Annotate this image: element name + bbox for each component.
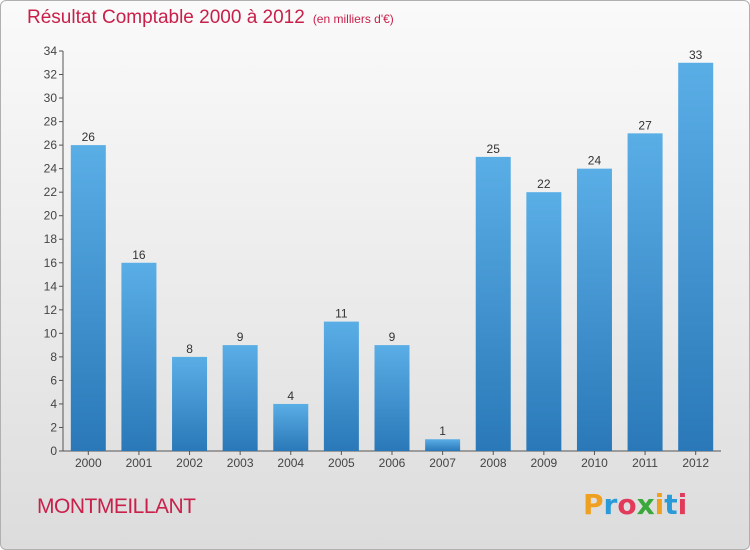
data-label: 11 [335,307,348,321]
y-tick-label: 24 [44,162,58,176]
y-tick-label: 16 [44,256,58,270]
bar [627,133,663,451]
logo-letter: t [664,488,678,521]
bar [576,168,612,451]
x-tick-label: 2005 [328,456,355,470]
bar [678,62,714,451]
data-label: 22 [537,177,551,191]
data-label: 33 [689,48,703,62]
y-tick-label: 26 [44,138,58,152]
x-tick-label: 2003 [227,456,254,470]
y-tick-label: 10 [44,326,58,340]
x-tick-label: 2000 [75,456,102,470]
x-tick-label: 2001 [126,456,153,470]
bar [70,145,106,451]
data-label: 24 [588,154,602,168]
bar [374,345,410,451]
data-label: 26 [82,130,96,144]
x-tick-label: 2012 [682,456,709,470]
x-tick-label: 2004 [277,456,304,470]
bar [222,345,258,451]
y-tick-label: 2 [50,420,57,434]
logo-letter: i [654,488,665,521]
y-tick-label: 34 [44,44,58,58]
bar [475,156,511,451]
chart-title: Résultat Comptable 2000 à 2012 (en millie… [27,7,394,29]
data-label: 9 [237,330,244,344]
y-tick-label: 0 [50,444,57,458]
proxiti-logo: Proxiti [583,488,687,521]
x-tick-label: 2008 [480,456,507,470]
bar [121,262,157,451]
bar [273,403,309,451]
x-tick-label: 2010 [581,456,608,470]
logo-letter: o [617,488,637,521]
y-tick-label: 12 [44,303,58,317]
data-label: 27 [638,118,652,132]
bar [323,321,359,451]
x-tick-label: 2011 [632,456,658,470]
x-tick-label: 2006 [379,456,406,470]
bar [172,356,208,451]
y-tick-label: 30 [44,91,58,105]
bar [425,439,461,451]
y-tick-label: 8 [50,350,57,364]
x-tick-label: 2009 [530,456,557,470]
commune-name: MONTMEILLANT [37,495,196,518]
logo-letter: x [636,488,655,521]
y-tick-label: 20 [44,209,58,223]
data-label: 4 [287,389,294,403]
chart-subtitle: (en milliers d'€) [312,12,394,26]
data-label: 1 [439,424,446,438]
data-label: 9 [389,330,396,344]
data-label: 25 [487,142,501,156]
logo-letter: P [583,488,604,521]
logo-letter: r [603,488,618,521]
chart-title-text: Résultat Comptable 2000 à 2012 [27,7,305,28]
y-tick-label: 32 [44,68,58,82]
logo-letter: i [677,488,688,521]
y-tick-label: 4 [50,397,57,411]
y-tick-label: 22 [44,185,58,199]
y-tick-label: 6 [50,373,57,387]
x-tick-label: 2007 [429,456,456,470]
y-tick-label: 28 [44,115,58,129]
y-tick-label: 18 [44,232,58,246]
bar [526,192,562,452]
x-tick-label: 2002 [176,456,203,470]
data-label: 16 [132,248,146,262]
y-tick-label: 14 [44,279,58,293]
data-label: 8 [186,342,193,356]
